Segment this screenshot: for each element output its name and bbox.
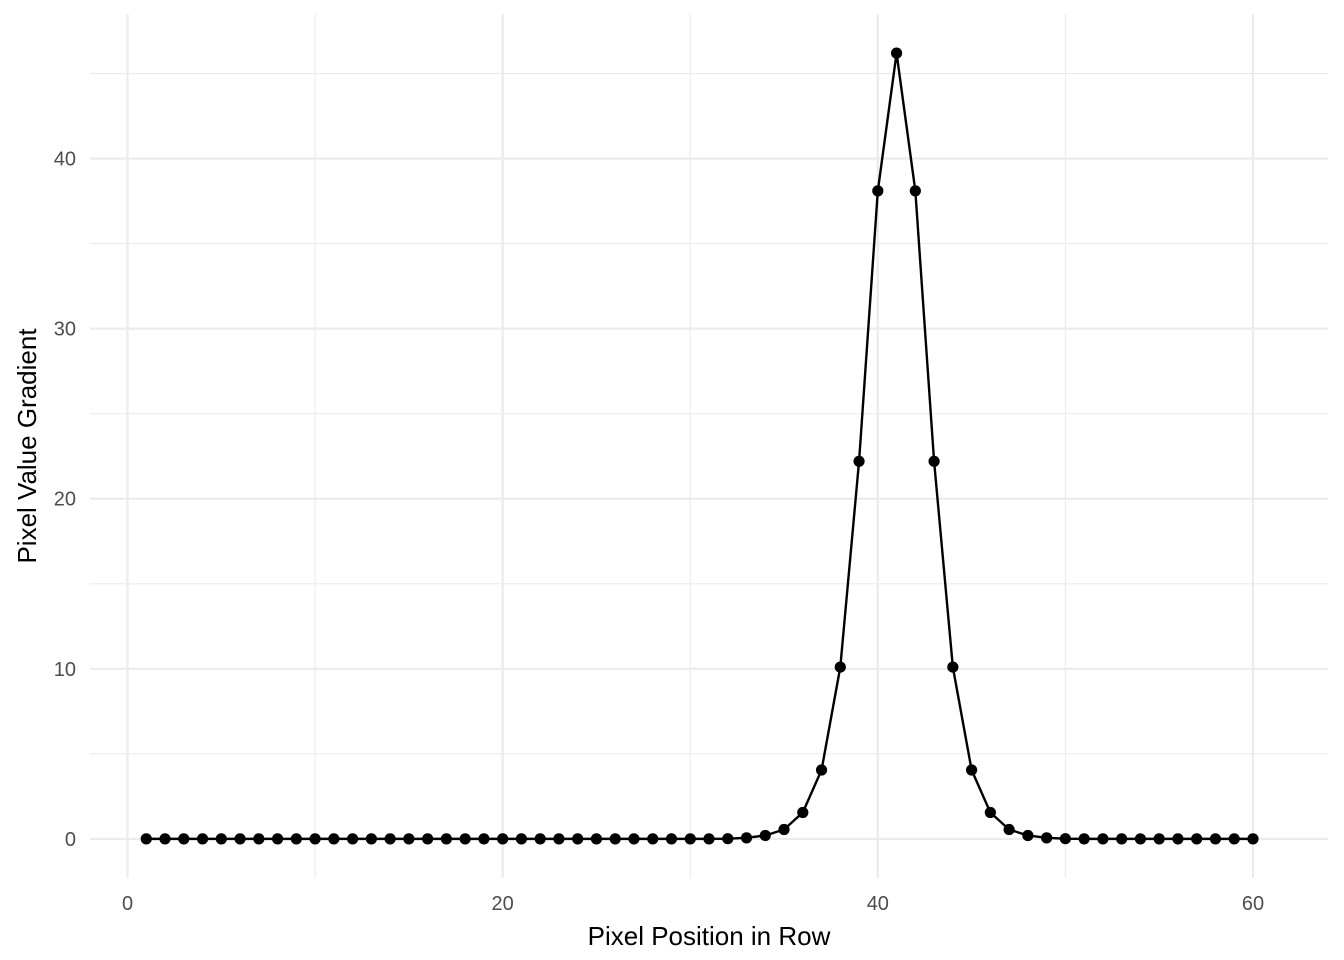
y-tick-label-4: 40 xyxy=(54,149,76,171)
data-point-47 xyxy=(1003,823,1015,836)
y-tick-label-0: 0 xyxy=(65,829,76,851)
data-point-15 xyxy=(403,833,415,845)
data-point-40 xyxy=(872,185,884,197)
data-point-33 xyxy=(740,832,753,844)
x-tick-label-0: 0 xyxy=(122,893,133,915)
data-point-48 xyxy=(1022,829,1034,842)
data-point-32 xyxy=(722,833,734,845)
data-point-17 xyxy=(440,833,452,845)
data-point-7 xyxy=(253,833,265,845)
x-tick-label-1: 20 xyxy=(492,893,514,915)
data-point-25 xyxy=(590,833,603,845)
x-tick-label-3: 60 xyxy=(1242,893,1264,915)
data-point-34 xyxy=(759,829,771,842)
y-tick-label-2: 20 xyxy=(54,489,76,511)
data-point-26 xyxy=(609,833,621,845)
series xyxy=(140,47,1259,845)
data-point-30 xyxy=(684,833,696,845)
data-point-39 xyxy=(853,455,865,467)
x-axis-title: Pixel Position in Row xyxy=(588,921,831,951)
data-point-31 xyxy=(703,833,715,845)
data-point-57 xyxy=(1191,833,1203,845)
data-point-13 xyxy=(365,833,377,845)
y-tick-label-3: 30 xyxy=(54,319,76,341)
data-point-14 xyxy=(384,833,396,845)
data-point-38 xyxy=(834,661,846,673)
x-tick-label-2: 40 xyxy=(867,893,889,915)
data-point-50 xyxy=(1059,833,1071,845)
data-point-11 xyxy=(328,833,340,845)
data-point-22 xyxy=(534,833,546,845)
data-point-8 xyxy=(271,833,284,845)
data-point-1 xyxy=(140,833,152,845)
data-point-29 xyxy=(665,833,678,845)
data-point-4 xyxy=(196,833,209,845)
y-axis-ticks: 0 10 20 30 40 xyxy=(54,149,76,851)
data-point-28 xyxy=(647,833,659,845)
data-point-23 xyxy=(553,833,565,845)
data-point-3 xyxy=(178,833,190,845)
data-point-60 xyxy=(1247,833,1259,845)
data-point-51 xyxy=(1078,833,1090,845)
data-point-20 xyxy=(497,833,509,845)
data-point-16 xyxy=(422,833,434,845)
data-point-42 xyxy=(909,185,921,197)
data-point-55 xyxy=(1153,833,1165,845)
data-point-21 xyxy=(515,833,528,845)
data-point-2 xyxy=(159,833,171,845)
data-point-5 xyxy=(215,833,227,845)
series-line xyxy=(146,51,1253,841)
data-point-9 xyxy=(290,833,302,845)
data-point-12 xyxy=(347,833,359,845)
data-point-6 xyxy=(234,833,246,845)
data-point-58 xyxy=(1209,833,1222,845)
data-point-45 xyxy=(966,764,978,776)
data-point-37 xyxy=(815,764,828,776)
y-axis-title: Pixel Value Gradient xyxy=(12,328,42,564)
data-point-10 xyxy=(309,833,321,845)
data-point-43 xyxy=(928,455,940,467)
grid xyxy=(90,14,1328,878)
data-point-36 xyxy=(797,806,809,819)
data-point-54 xyxy=(1134,833,1147,845)
data-point-59 xyxy=(1228,833,1240,845)
data-point-35 xyxy=(778,823,790,836)
data-point-24 xyxy=(572,833,584,845)
data-point-18 xyxy=(459,833,471,845)
data-point-46 xyxy=(984,806,996,819)
data-point-53 xyxy=(1116,833,1128,845)
data-point-56 xyxy=(1172,833,1184,845)
data-point-27 xyxy=(628,833,640,845)
x-axis-ticks: 0 20 40 60 xyxy=(122,893,1264,915)
y-tick-label-1: 10 xyxy=(54,659,76,681)
data-point-19 xyxy=(478,833,490,845)
data-point-52 xyxy=(1097,833,1109,845)
data-point-44 xyxy=(947,661,959,673)
data-point-49 xyxy=(1041,832,1053,844)
data-point-41 xyxy=(890,47,903,59)
